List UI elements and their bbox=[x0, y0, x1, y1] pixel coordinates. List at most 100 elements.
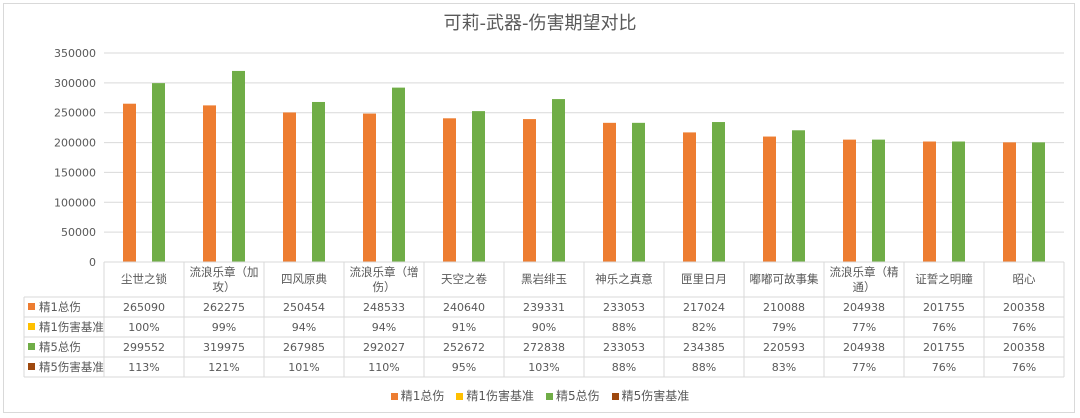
data-label: 95% bbox=[452, 361, 476, 374]
data-label: 76% bbox=[932, 321, 956, 334]
data-label: 90% bbox=[532, 321, 556, 334]
y-tick-label: 350000 bbox=[54, 47, 96, 60]
data-label: 76% bbox=[1012, 361, 1036, 374]
data-label: 76% bbox=[932, 361, 956, 374]
legend-swatch bbox=[546, 393, 553, 400]
data-label: 217024 bbox=[683, 301, 725, 314]
y-tick-label: 250000 bbox=[54, 107, 96, 120]
data-label: 94% bbox=[372, 321, 396, 334]
category-label: 证誓之明瞳 bbox=[915, 272, 973, 286]
bar bbox=[123, 103, 136, 262]
series-name: 精1伤害基准 bbox=[39, 320, 104, 334]
data-label: 299552 bbox=[123, 341, 165, 354]
bar bbox=[312, 101, 325, 262]
category-label: 尘世之锁 bbox=[121, 272, 167, 286]
bar bbox=[203, 105, 216, 262]
data-label: 220593 bbox=[763, 341, 805, 354]
data-label: 113% bbox=[128, 361, 159, 374]
legend-item: 精5总伤 bbox=[546, 387, 600, 404]
data-label: 100% bbox=[128, 321, 159, 334]
bar bbox=[152, 83, 165, 262]
data-label: 94% bbox=[292, 321, 316, 334]
table-legend-swatch bbox=[28, 363, 35, 370]
data-label: 77% bbox=[852, 321, 876, 334]
category-label: 流浪乐章（增 bbox=[350, 265, 419, 279]
y-tick-label: 50000 bbox=[61, 226, 96, 239]
data-label: 319975 bbox=[203, 341, 245, 354]
legend-item: 精5伤害基准 bbox=[611, 387, 690, 404]
bar bbox=[392, 87, 405, 262]
data-label: 200358 bbox=[1003, 341, 1045, 354]
series-name: 精5总伤 bbox=[39, 340, 81, 354]
category-label: 流浪乐章（加 bbox=[190, 265, 259, 279]
bar bbox=[712, 122, 725, 263]
bar bbox=[232, 70, 245, 262]
category-label: 嘟嘟可故事集 bbox=[750, 272, 819, 286]
y-tick-label: 150000 bbox=[54, 166, 96, 179]
bar bbox=[1003, 142, 1016, 262]
data-label: 91% bbox=[452, 321, 476, 334]
data-label: 121% bbox=[208, 361, 239, 374]
data-label: 79% bbox=[772, 321, 796, 334]
data-label: 239331 bbox=[523, 301, 565, 314]
data-label: 103% bbox=[528, 361, 559, 374]
legend-label: 精1伤害基准 bbox=[466, 389, 534, 403]
category-label: 黑岩绯玉 bbox=[521, 272, 567, 286]
data-label: 110% bbox=[368, 361, 399, 374]
bar bbox=[603, 122, 616, 262]
data-label: 240640 bbox=[443, 301, 485, 314]
category-label: 天空之卷 bbox=[441, 272, 487, 286]
data-label: 233053 bbox=[603, 301, 645, 314]
data-label: 88% bbox=[612, 321, 636, 334]
legend-item: 精1总伤 bbox=[390, 387, 445, 404]
bar bbox=[523, 119, 536, 262]
data-label: 201755 bbox=[923, 301, 965, 314]
category-label: 匣里日月 bbox=[681, 272, 727, 286]
table-legend-swatch bbox=[28, 323, 35, 330]
table-legend-swatch bbox=[28, 343, 35, 350]
y-tick-label: 0 bbox=[89, 256, 96, 269]
data-label: 234385 bbox=[683, 341, 725, 354]
data-label: 88% bbox=[612, 361, 636, 374]
series-name: 精1总伤 bbox=[39, 300, 81, 314]
data-label: 204938 bbox=[843, 301, 885, 314]
legend-swatch bbox=[456, 393, 464, 400]
table-legend-swatch bbox=[28, 303, 35, 310]
legend: 精1总伤 精1伤害基准 精5总伤 精5伤害基准 bbox=[0, 387, 1080, 404]
bar bbox=[1032, 142, 1045, 262]
data-label: 76% bbox=[1012, 321, 1036, 334]
bar bbox=[363, 113, 376, 262]
category-label: 流浪乐章（精 bbox=[830, 265, 899, 279]
data-label: 265090 bbox=[123, 301, 165, 314]
legend-label: 精5伤害基准 bbox=[621, 389, 690, 403]
data-label: 210088 bbox=[763, 301, 805, 314]
data-label: 248533 bbox=[363, 301, 405, 314]
data-label: 101% bbox=[288, 361, 319, 374]
bar bbox=[683, 132, 696, 262]
category-label: 神乐之真意 bbox=[595, 272, 653, 286]
bar bbox=[872, 139, 885, 262]
bar bbox=[472, 111, 485, 263]
legend-swatch bbox=[611, 393, 619, 400]
category-label: 通） bbox=[853, 280, 876, 294]
data-label: 88% bbox=[692, 361, 716, 374]
chart-frame bbox=[3, 3, 1075, 413]
category-label: 四风原典 bbox=[281, 272, 327, 286]
bar bbox=[952, 141, 965, 262]
bar bbox=[792, 130, 805, 262]
category-label: 昭心 bbox=[1013, 272, 1036, 286]
data-label: 204938 bbox=[843, 341, 885, 354]
data-label: 99% bbox=[212, 321, 236, 334]
bar bbox=[843, 139, 856, 262]
chart-title: 可莉-武器-伤害期望对比 bbox=[444, 13, 637, 34]
data-label: 292027 bbox=[363, 341, 405, 354]
legend-swatch bbox=[390, 393, 398, 400]
data-label: 272838 bbox=[523, 341, 565, 354]
bar bbox=[632, 122, 645, 262]
bar bbox=[552, 99, 565, 262]
bar bbox=[443, 118, 456, 262]
y-tick-label: 100000 bbox=[54, 196, 96, 209]
legend-label: 精1总伤 bbox=[400, 389, 445, 403]
data-label: 82% bbox=[692, 321, 716, 334]
